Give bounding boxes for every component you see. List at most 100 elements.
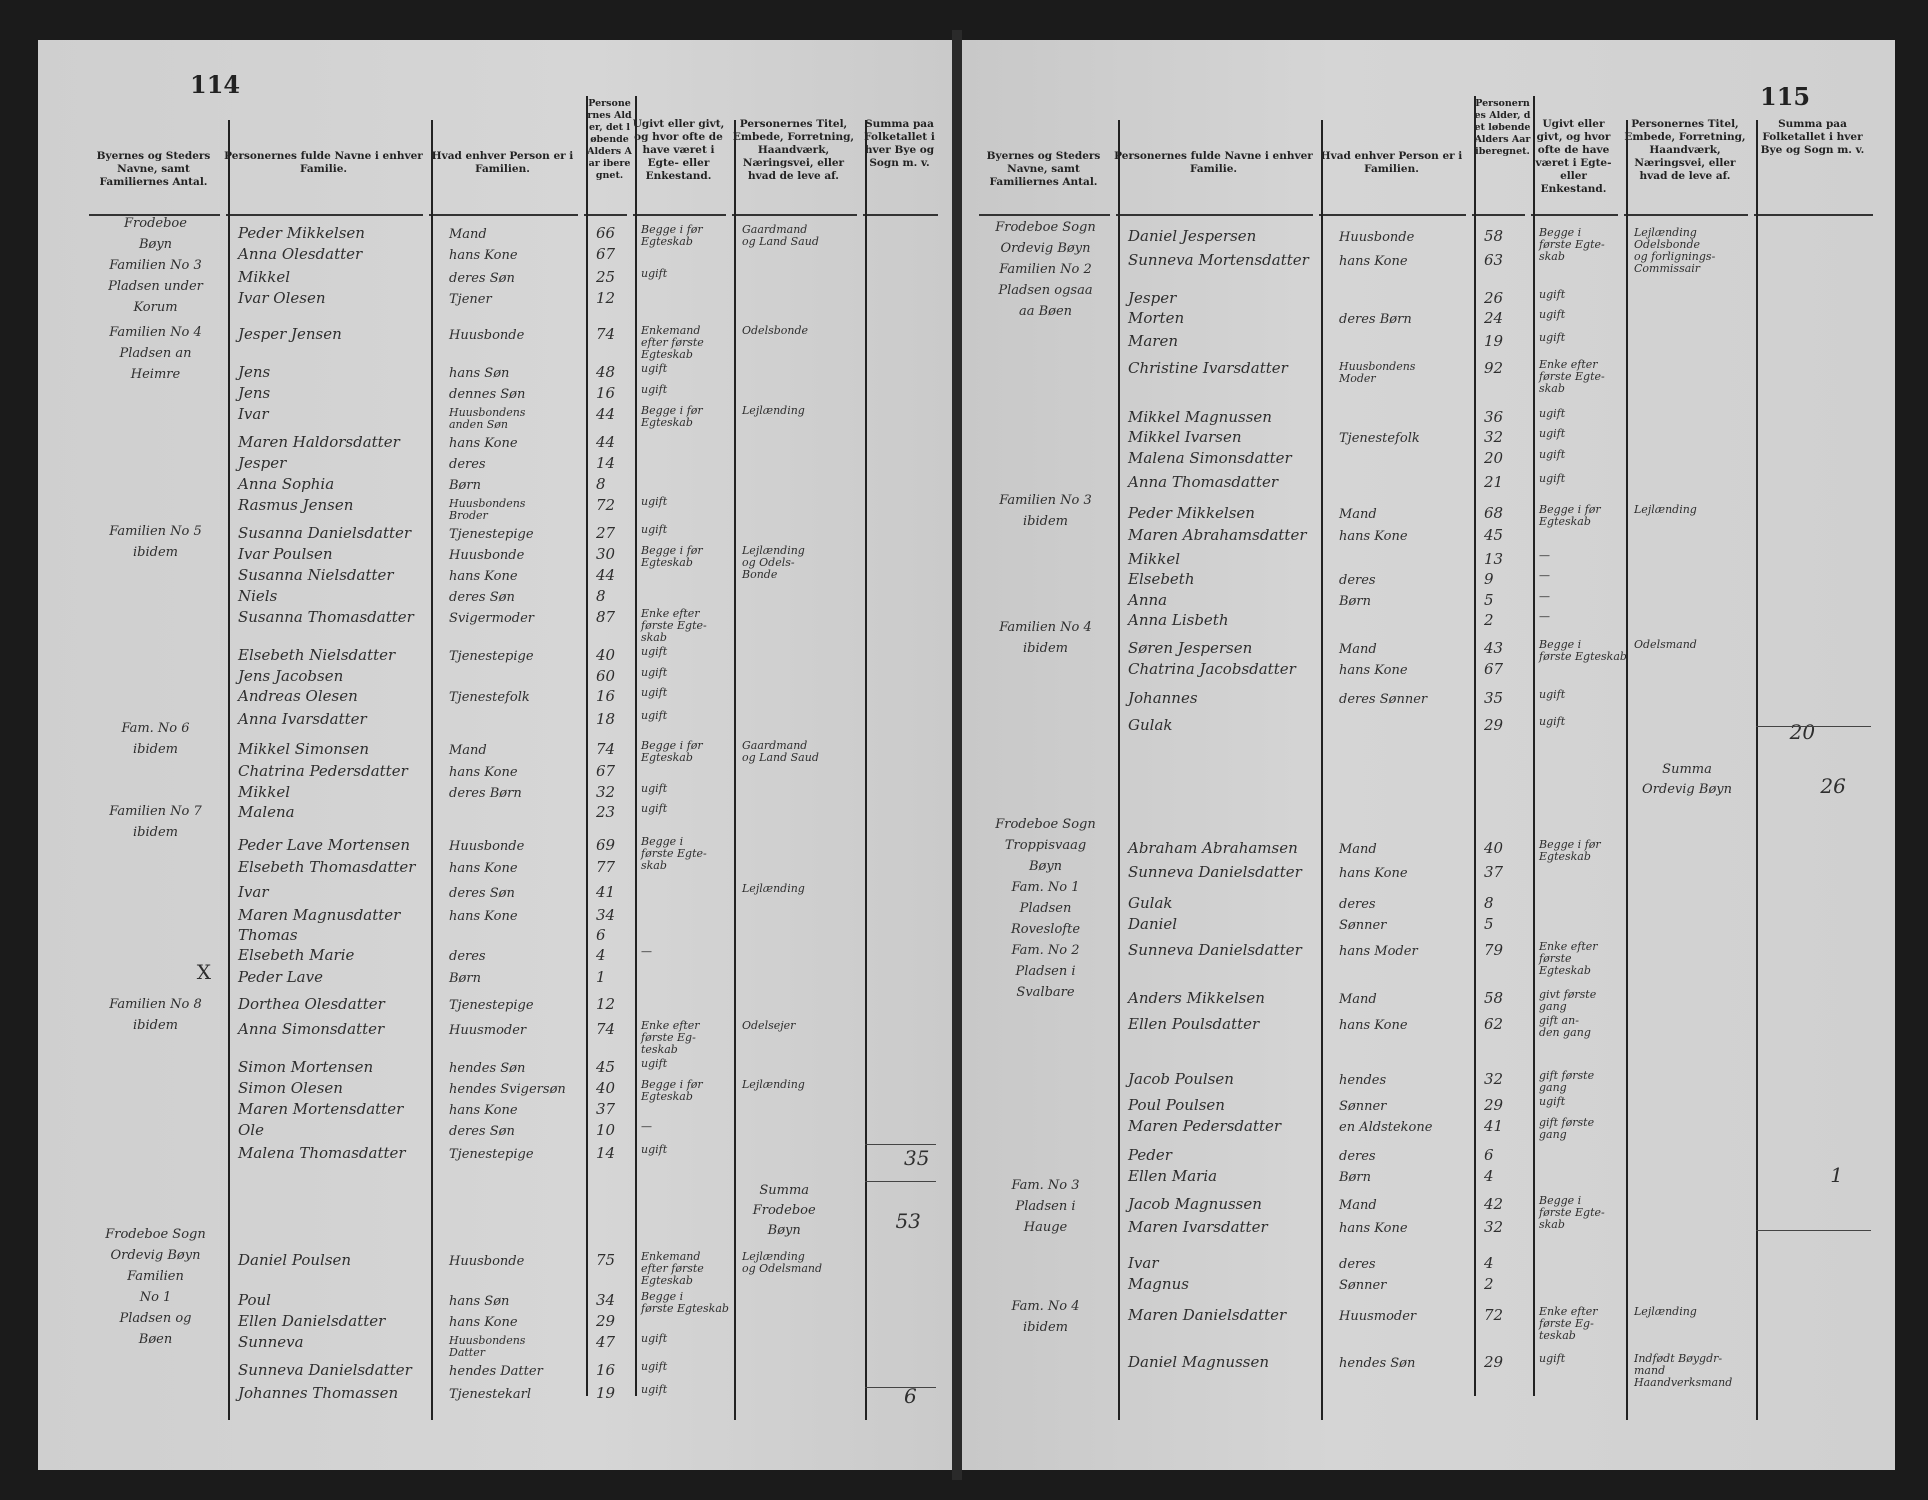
person-name: Maren Abrahamsdatter [1128, 526, 1307, 545]
person-relation: Huusbonde [449, 547, 525, 563]
person-name: Chatrina Pedersdatter [238, 762, 408, 781]
person-age: 66 [596, 223, 616, 242]
person-occupation: Gaardmand og Land Saud [742, 739, 819, 765]
person-age: 6 [596, 926, 606, 945]
person-name: Mikkel Magnussen [1128, 408, 1272, 427]
person-age: 58 [1484, 227, 1504, 246]
person-name: Gulak [1128, 894, 1173, 913]
person-occupation: Lejlænding og Odelsmand [742, 1249, 823, 1275]
person-age: 48 [596, 362, 616, 381]
person-age: 19 [1484, 331, 1504, 350]
person-age: 37 [596, 1099, 616, 1118]
person-name: Magnus [1128, 1275, 1189, 1294]
header-age: Personernes Alder, det løbende Alders Aa… [587, 98, 632, 181]
person-name: Maren Haldorsdatter [238, 432, 400, 451]
population-total: 26 [1820, 774, 1846, 799]
person-age: 40 [1484, 838, 1504, 857]
column-divider [1533, 96, 1535, 1396]
person-marital-status: Begge i før Egteskab [641, 222, 703, 248]
person-name: Maren [1128, 331, 1179, 350]
person-age: 5 [1484, 590, 1494, 609]
column-divider [635, 96, 637, 1396]
person-relation: deres [449, 456, 486, 472]
person-marital-status: — [1539, 548, 1550, 562]
header-place: Byernes og Steders Navne, samt Familiern… [96, 150, 211, 188]
person-relation: Huusbonde [449, 1253, 525, 1269]
place-entry: Familien No 3 ibidem [999, 493, 1092, 530]
person-relation: Huusbonde [1339, 230, 1415, 246]
person-name: Maren Ivarsdatter [1128, 1217, 1268, 1236]
person-marital-status: gift an- den gang [1539, 1013, 1591, 1039]
person-marital-status: Begge i før Egteskab [641, 739, 703, 765]
person-relation: Børn [1339, 1170, 1371, 1186]
person-marital-status: ugift [641, 1332, 668, 1346]
person-age: 5 [1484, 915, 1494, 934]
person-marital-status: Enke efter første Egte- skab [1539, 358, 1605, 395]
person-age: 16 [596, 687, 616, 706]
person-name: Anna Ivarsdatter [238, 709, 367, 728]
person-marital-status: ugift [641, 1056, 668, 1070]
person-age: 44 [596, 565, 616, 584]
person-age: 45 [596, 1057, 616, 1076]
person-name: Mikkel [238, 267, 291, 286]
person-name: Susanna Danielsdatter [238, 523, 412, 542]
column-divider [1756, 120, 1758, 1420]
person-age: 77 [596, 858, 616, 877]
person-name: Mikkel [1128, 549, 1181, 568]
person-age: 8 [596, 586, 606, 605]
person-age: 12 [596, 994, 616, 1013]
person-name: Maren Pedersdatter [1128, 1116, 1282, 1135]
person-occupation: Indfødt Bøygdr- mand Haandverksmand [1634, 1351, 1733, 1389]
header-occupation: Personernes Titel, Embede, Forretning, H… [1624, 118, 1746, 182]
person-name: Maren Danielsdatter [1128, 1306, 1287, 1325]
person-name: Peder Mikkelsen [1128, 504, 1255, 523]
person-name: Ivar Poulsen [238, 544, 333, 563]
column-divider [228, 120, 230, 1420]
column-divider [1474, 96, 1476, 1396]
person-name: Mikkel [238, 783, 291, 802]
margin-mark: X [196, 960, 212, 985]
person-age: 63 [1484, 250, 1504, 269]
person-age: 36 [1484, 408, 1504, 427]
person-name: Sunneva Danielsdatter [1128, 940, 1302, 959]
header-rule [429, 214, 578, 216]
header-rule [584, 214, 627, 216]
person-marital-status: Begge i første Egte- skab [641, 835, 707, 873]
person-name: Susanna Nielsdatter [238, 565, 394, 584]
person-relation: deres Børn [1339, 311, 1412, 327]
person-relation: hans Kone [1339, 529, 1408, 545]
person-marital-status: Begge i første Egte- skab [1539, 226, 1605, 264]
person-relation: Tjenestefolk [449, 690, 530, 706]
person-name: Ivar [238, 404, 269, 423]
person-marital-status: — [1539, 568, 1550, 582]
person-age: 26 [1484, 288, 1504, 307]
person-relation: Huusbondens Moder [1339, 360, 1416, 385]
person-marital-status: Begge i første Egteskab [1539, 638, 1627, 664]
person-name: Elsebeth Nielsdatter [238, 645, 396, 664]
person-name: Andreas Olesen [238, 687, 358, 706]
person-name: Anna Simonsdatter [238, 1019, 385, 1038]
person-relation: Mand [449, 743, 487, 759]
person-marital-status: Begge i første Egteskab [641, 1290, 729, 1316]
person-name: Susanna Thomasdatter [238, 607, 414, 626]
place-entry: Frodeboe Sogn Troppisvaag Bøyn Fam. No 1… [995, 816, 1096, 1000]
person-relation: deres Børn [449, 786, 522, 802]
person-name: Daniel [1128, 915, 1178, 934]
person-name: Simon Olesen [238, 1078, 343, 1097]
person-name: Anna Olesdatter [238, 244, 363, 263]
header-marital-status: Ugivt eller givt, og hvor ofte de have v… [1535, 118, 1612, 195]
person-marital-status: — [641, 1119, 652, 1133]
person-relation: deres Sønner [1339, 691, 1428, 707]
person-relation: hendes [1339, 1072, 1387, 1088]
person-marital-status: ugift [1539, 1094, 1566, 1108]
place-entry: Familien No 7 ibidem [109, 804, 202, 841]
place-entry: Fam. No 6 ibidem [121, 720, 190, 757]
book-gutter [952, 30, 962, 1480]
person-relation: hans Kone [449, 568, 518, 584]
population-total: 20 [1789, 720, 1816, 745]
header-occupation: Personernes Titel, Embede, Forretning, H… [732, 118, 855, 182]
person-marital-status: Enke efter første Egte- skab [641, 606, 707, 644]
person-name: Ellen Poulsdatter [1128, 1014, 1260, 1033]
person-age: 67 [596, 762, 616, 781]
person-age: 58 [1484, 988, 1504, 1007]
